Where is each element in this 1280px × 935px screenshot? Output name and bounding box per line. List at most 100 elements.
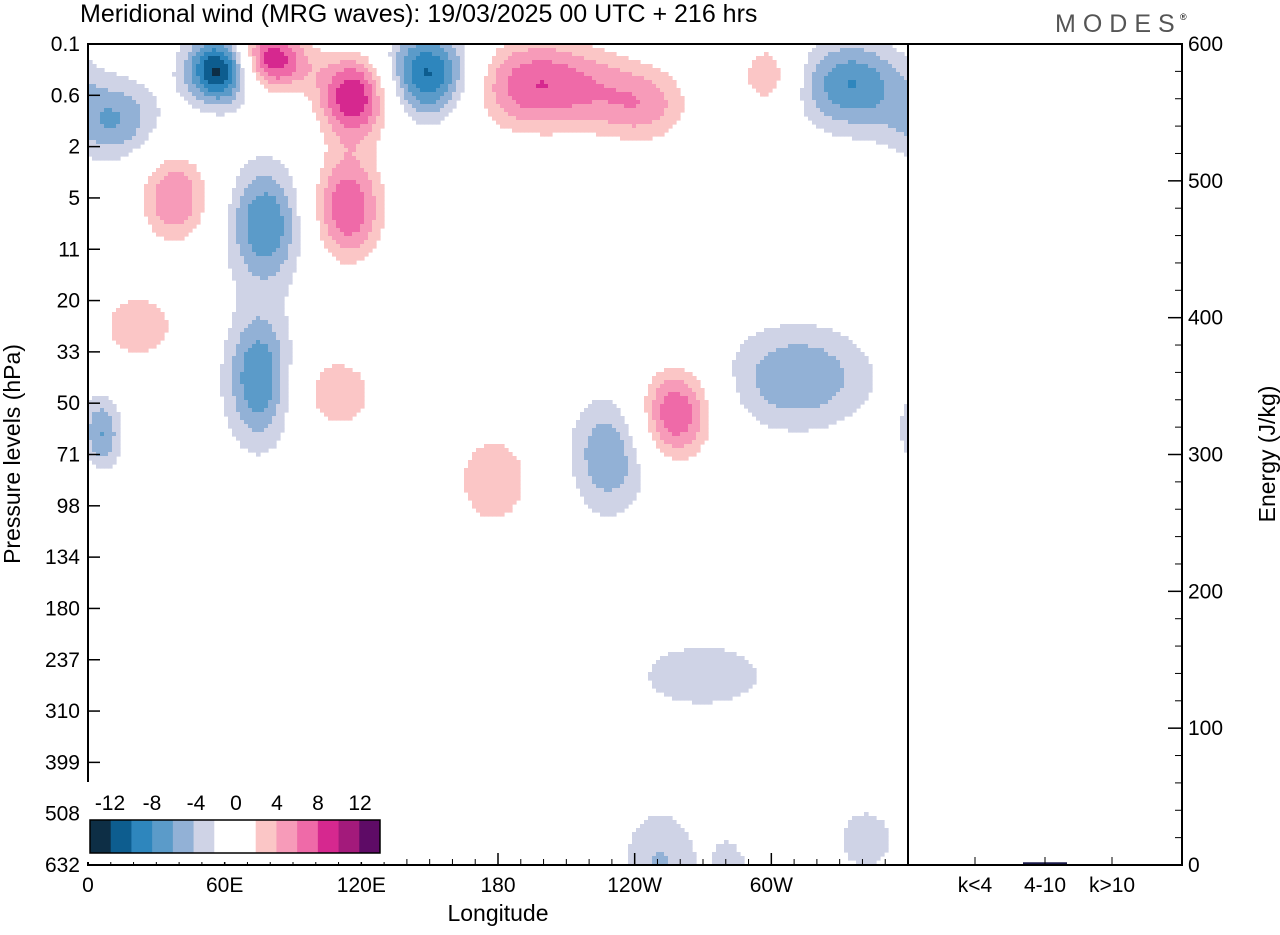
heatmap-cell [376, 188, 381, 193]
heatmap-cell [876, 48, 881, 53]
heatmap-cell [836, 60, 841, 65]
heatmap-cell [204, 88, 209, 93]
heatmap-cell [364, 188, 369, 193]
heatmap-cell [640, 76, 645, 81]
heatmap-cell [320, 188, 325, 193]
heatmap-cell [104, 72, 109, 77]
heatmap-cell [396, 48, 401, 53]
heatmap-cell [804, 100, 809, 105]
heatmap-cell [876, 60, 881, 65]
heatmap-cell [400, 96, 405, 101]
heatmap-cell [372, 204, 377, 209]
heatmap-cell [260, 224, 265, 229]
heatmap-cell [160, 232, 165, 237]
heatmap-cell [276, 68, 281, 73]
heatmap-cell [132, 100, 137, 105]
heatmap-cell [360, 156, 365, 161]
heatmap-cell [892, 120, 897, 125]
heatmap-cell [160, 204, 165, 209]
heatmap-cell [140, 116, 145, 121]
heatmap-cell [796, 364, 801, 369]
heatmap-cell [332, 180, 337, 185]
heatmap-cell [856, 124, 861, 129]
heatmap-cell [156, 204, 161, 209]
heatmap-cell [612, 56, 617, 61]
heatmap-cell [264, 256, 269, 261]
heatmap-cell [112, 80, 117, 85]
heatmap-cell [452, 60, 457, 65]
heatmap-cell [612, 84, 617, 89]
heatmap-cell [536, 76, 541, 81]
heatmap-cell [604, 100, 609, 105]
heatmap-cell [292, 240, 297, 245]
heatmap-cell [828, 60, 833, 65]
heatmap-cell [120, 308, 125, 313]
heatmap-cell [284, 80, 289, 85]
heatmap-cell [236, 328, 241, 333]
heatmap-cell [316, 116, 321, 121]
heatmap-cell [200, 192, 205, 197]
heatmap-cell [276, 56, 281, 61]
heatmap-cell [188, 220, 193, 225]
heatmap-cell [216, 84, 221, 89]
heatmap-cell [616, 96, 621, 101]
heatmap-cell [680, 100, 685, 105]
heatmap-cell [248, 268, 253, 273]
heatmap-cell [240, 224, 245, 229]
heatmap-cell [200, 184, 205, 189]
heatmap-cell [636, 80, 641, 85]
heatmap-cell [356, 176, 361, 181]
heatmap-cell [164, 220, 169, 225]
heatmap-cell [332, 68, 337, 73]
heatmap-cell [112, 136, 117, 141]
heatmap-cell [260, 308, 265, 313]
heatmap-cell [604, 68, 609, 73]
heatmap-cell [268, 168, 273, 173]
heatmap-cell [228, 220, 233, 225]
heatmap-cell [484, 80, 489, 85]
heatmap-cell [812, 80, 817, 85]
heatmap-cell [864, 68, 869, 73]
heatmap-cell [268, 284, 273, 289]
heatmap-cell [92, 112, 97, 117]
heatmap-cell [184, 160, 189, 165]
heatmap-cell [816, 76, 821, 81]
heatmap-cell [548, 84, 553, 89]
heatmap-cell [832, 132, 837, 137]
heatmap-cell [424, 48, 429, 53]
heatmap-cell [248, 212, 253, 217]
heatmap-cell [408, 44, 413, 49]
heatmap-cell [544, 68, 549, 73]
heatmap-cell [452, 104, 457, 109]
heatmap-cell [156, 340, 161, 345]
heatmap-cell [368, 100, 373, 105]
heatmap-cell [344, 96, 349, 101]
heatmap-cell [532, 120, 537, 125]
heatmap-cell [736, 352, 741, 357]
heatmap-cell [844, 364, 849, 369]
heatmap-cell [152, 324, 157, 329]
heatmap-cell [364, 72, 369, 77]
heatmap-cell [812, 116, 817, 121]
heatmap-cell [320, 60, 325, 65]
heatmap-cell [196, 96, 201, 101]
heatmap-cell [656, 68, 661, 73]
heatmap-cell [820, 76, 825, 81]
heatmap-cell [380, 224, 385, 229]
heatmap-cell [512, 44, 517, 49]
heatmap-cell [364, 252, 369, 257]
heatmap-cell [540, 76, 545, 81]
heatmap-cell [456, 80, 461, 85]
heatmap-cell [288, 48, 293, 53]
heatmap-cell [280, 292, 285, 297]
heatmap-cell [408, 108, 413, 113]
heatmap-cell [424, 64, 429, 69]
heatmap-cell [648, 84, 653, 89]
heatmap-cell [572, 108, 577, 113]
heatmap-cell [288, 224, 293, 229]
heatmap-cell [100, 124, 105, 129]
heatmap-cell [188, 100, 193, 105]
heatmap-cell [232, 104, 237, 109]
heatmap-cell [412, 60, 417, 65]
heatmap-cell [328, 112, 333, 117]
